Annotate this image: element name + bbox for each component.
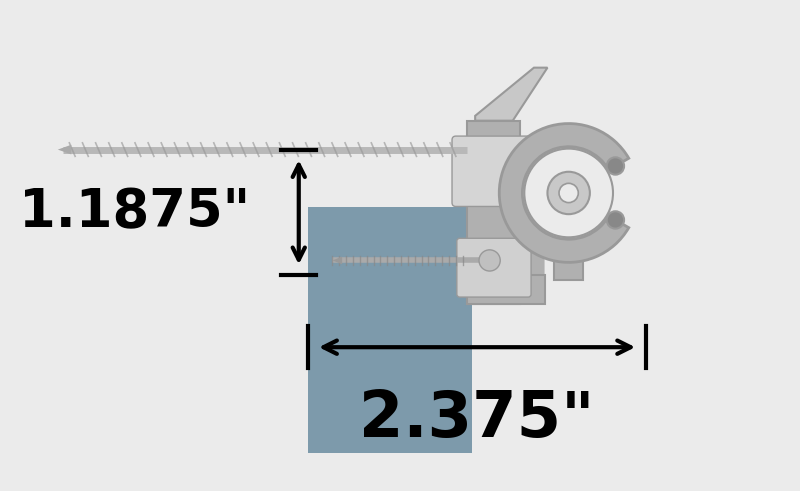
- FancyBboxPatch shape: [452, 136, 536, 206]
- Bar: [554, 225, 583, 280]
- Polygon shape: [333, 257, 342, 264]
- Bar: [308, 207, 472, 453]
- Text: 1.1875": 1.1875": [19, 186, 250, 238]
- FancyBboxPatch shape: [457, 238, 531, 297]
- Bar: [467, 121, 521, 304]
- Bar: [467, 275, 545, 304]
- Text: 2.375": 2.375": [359, 388, 595, 450]
- Circle shape: [606, 157, 624, 175]
- Circle shape: [547, 172, 590, 214]
- Polygon shape: [475, 68, 547, 121]
- Bar: [518, 236, 526, 270]
- Circle shape: [606, 211, 624, 229]
- Circle shape: [479, 250, 500, 271]
- Wedge shape: [509, 239, 545, 275]
- Wedge shape: [499, 124, 629, 262]
- Polygon shape: [58, 145, 71, 154]
- Circle shape: [559, 183, 578, 203]
- Circle shape: [499, 124, 638, 262]
- Circle shape: [524, 149, 613, 237]
